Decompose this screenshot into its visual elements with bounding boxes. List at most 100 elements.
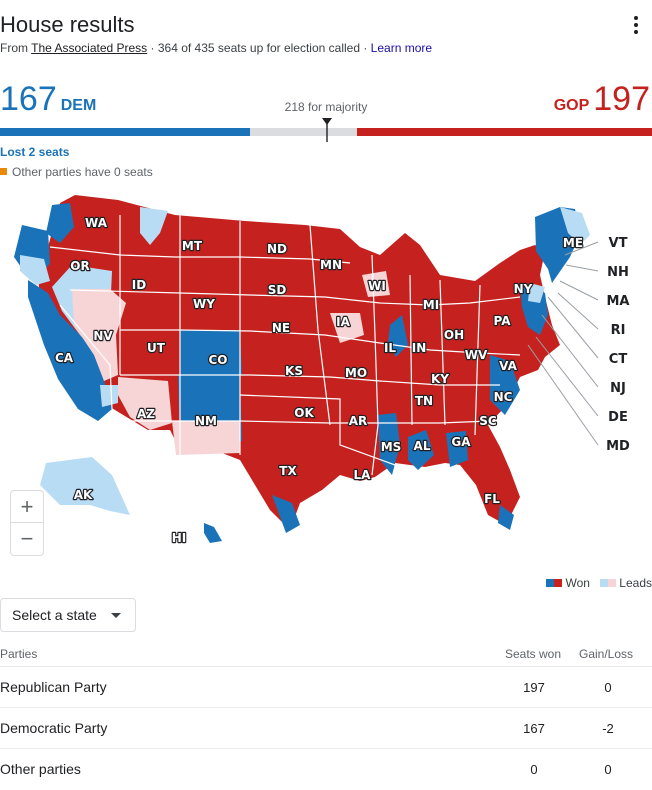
state-label-sc[interactable]: SC [478, 413, 498, 429]
state-label-va[interactable]: VA [498, 358, 519, 374]
legend-won-label: Won [565, 576, 590, 590]
state-label-mn[interactable]: MN [319, 257, 343, 273]
state-label-or[interactable]: OR [69, 258, 91, 274]
state-label-ny[interactable]: NY [512, 281, 533, 297]
source-line: From The Associated Press · 364 of 435 s… [0, 41, 432, 55]
state-label-wa[interactable]: WA [84, 215, 109, 231]
state-label-de[interactable]: DE [608, 410, 628, 425]
state-label-ga[interactable]: GA [450, 434, 472, 450]
state-label-az[interactable]: AZ [136, 406, 157, 422]
zoom-in-button[interactable]: + [11, 491, 43, 523]
source-link[interactable]: The Associated Press [31, 41, 148, 55]
majority-marker-icon [322, 118, 332, 142]
gop-bar-fill [356, 128, 652, 136]
source-prefix: From [0, 41, 28, 55]
state-label-ct[interactable]: CT [609, 352, 628, 367]
map-zoom-control: + − [10, 490, 44, 556]
state-label-al[interactable]: AL [412, 438, 432, 454]
state-label-il[interactable]: IL [383, 340, 398, 356]
state-label-ok[interactable]: OK [293, 405, 316, 421]
more-options-icon[interactable] [628, 16, 644, 36]
legend-dem-leads-swatch [599, 579, 608, 587]
table-divider [0, 748, 652, 749]
state-label-wv[interactable]: WV [464, 347, 490, 363]
state-label-fl[interactable]: FL [483, 491, 502, 507]
other-parties-text: Other parties have 0 seats [12, 165, 153, 179]
state-label-ia[interactable]: IA [335, 314, 352, 330]
legend-gop-leads-swatch [607, 579, 616, 587]
gop-tally: GOP 197 [554, 80, 650, 119]
state-select[interactable]: Select a state [0, 598, 136, 632]
state-label-hi[interactable]: HI [171, 530, 188, 546]
state-label-ca[interactable]: CA [54, 350, 75, 366]
seat-progress-bar [0, 128, 652, 136]
callout-line-de [535, 336, 599, 417]
state-label-mt[interactable]: MT [181, 238, 204, 254]
state-label-nv[interactable]: NV [92, 328, 114, 344]
state-label-ky[interactable]: KY [430, 371, 451, 387]
callout-line-md [527, 344, 599, 446]
state-label-co[interactable]: CO [207, 352, 228, 368]
state-label-mi[interactable]: MI [422, 297, 441, 313]
zoom-out-button[interactable]: − [20, 526, 34, 551]
dem-label: DEM [60, 97, 97, 114]
state-label-nd[interactable]: ND [266, 241, 288, 257]
seats-called-text: · 364 of 435 seats up for election calle… [150, 41, 368, 55]
header-gain-loss: Gain/Loss [579, 647, 634, 661]
state-label-la[interactable]: LA [352, 467, 372, 483]
lost-seats-note: Lost 2 seats [0, 145, 70, 159]
state-label-sd[interactable]: SD [266, 282, 287, 298]
gain-loss-value: 0 [604, 762, 612, 777]
party-name: Democratic Party [0, 720, 108, 736]
dem-seat-count: 167 [0, 80, 57, 118]
state-label-oh[interactable]: OH [443, 327, 466, 343]
state-label-nm[interactable]: NM [194, 413, 218, 429]
state-label-nc[interactable]: NC [492, 389, 513, 405]
map-legend: Won Leads [546, 576, 652, 590]
map-gop-leads-region [72, 271, 390, 455]
legend-gop-won-swatch [554, 579, 563, 587]
map-state-labels: WA OR CA NV ID MT WY UT AZ CO NM ND SD NE KS OK TX MN IA MO… [54, 215, 585, 546]
state-label-tx[interactable]: TX [278, 463, 299, 479]
dem-tally: 167 DEM [0, 80, 96, 119]
learn-more-link[interactable]: Learn more [370, 41, 433, 55]
other-parties-swatch [0, 168, 7, 175]
gop-label: GOP [553, 97, 590, 114]
us-house-map[interactable]: WA OR CA NV ID MT WY UT AZ CO NM ND SD NE KS OK TX MN IA MO… [0, 185, 652, 555]
state-label-wi[interactable]: WI [367, 278, 387, 294]
state-label-ma[interactable]: MA [607, 294, 630, 309]
map-callout-labels: VT NH MA RI CT NJ DE MD [606, 236, 630, 454]
seats-won-value: 167 [523, 721, 545, 736]
seats-won-value: 197 [523, 680, 545, 695]
seats-won-value: 0 [530, 762, 538, 777]
state-label-ak[interactable]: AK [73, 487, 95, 503]
state-label-nj[interactable]: NJ [610, 381, 626, 396]
other-parties-note: Other parties have 0 seats [0, 165, 153, 179]
state-label-ne[interactable]: NE [271, 320, 292, 336]
majority-label: 218 for majority [284, 100, 368, 114]
table-divider [0, 707, 652, 708]
state-label-in[interactable]: IN [411, 340, 428, 356]
state-label-ar[interactable]: AR [348, 413, 369, 429]
dem-bar-fill [0, 128, 251, 136]
state-label-ks[interactable]: KS [284, 363, 304, 379]
legend-leads-label: Leads [619, 576, 652, 590]
map-callout-lines [527, 241, 599, 446]
state-label-mo[interactable]: MO [344, 365, 369, 381]
map-state-borders [49, 215, 521, 476]
state-label-vt[interactable]: VT [609, 236, 628, 251]
state-label-ms[interactable]: MS [380, 439, 403, 455]
gain-loss-value: -2 [602, 721, 614, 736]
state-label-tn[interactable]: TN [414, 393, 435, 409]
state-label-me[interactable]: ME [562, 235, 585, 251]
state-label-md[interactable]: MD [606, 439, 630, 454]
state-label-ut[interactable]: UT [146, 340, 167, 356]
callout-line-nh [565, 264, 599, 272]
callout-line-ma [559, 280, 599, 301]
state-label-ri[interactable]: RI [611, 323, 626, 338]
state-label-wy[interactable]: WY [192, 296, 217, 312]
state-label-pa[interactable]: PA [492, 313, 512, 329]
state-label-id[interactable]: ID [131, 277, 148, 293]
page-title: House results [0, 12, 135, 37]
state-label-nh[interactable]: NH [607, 265, 629, 280]
